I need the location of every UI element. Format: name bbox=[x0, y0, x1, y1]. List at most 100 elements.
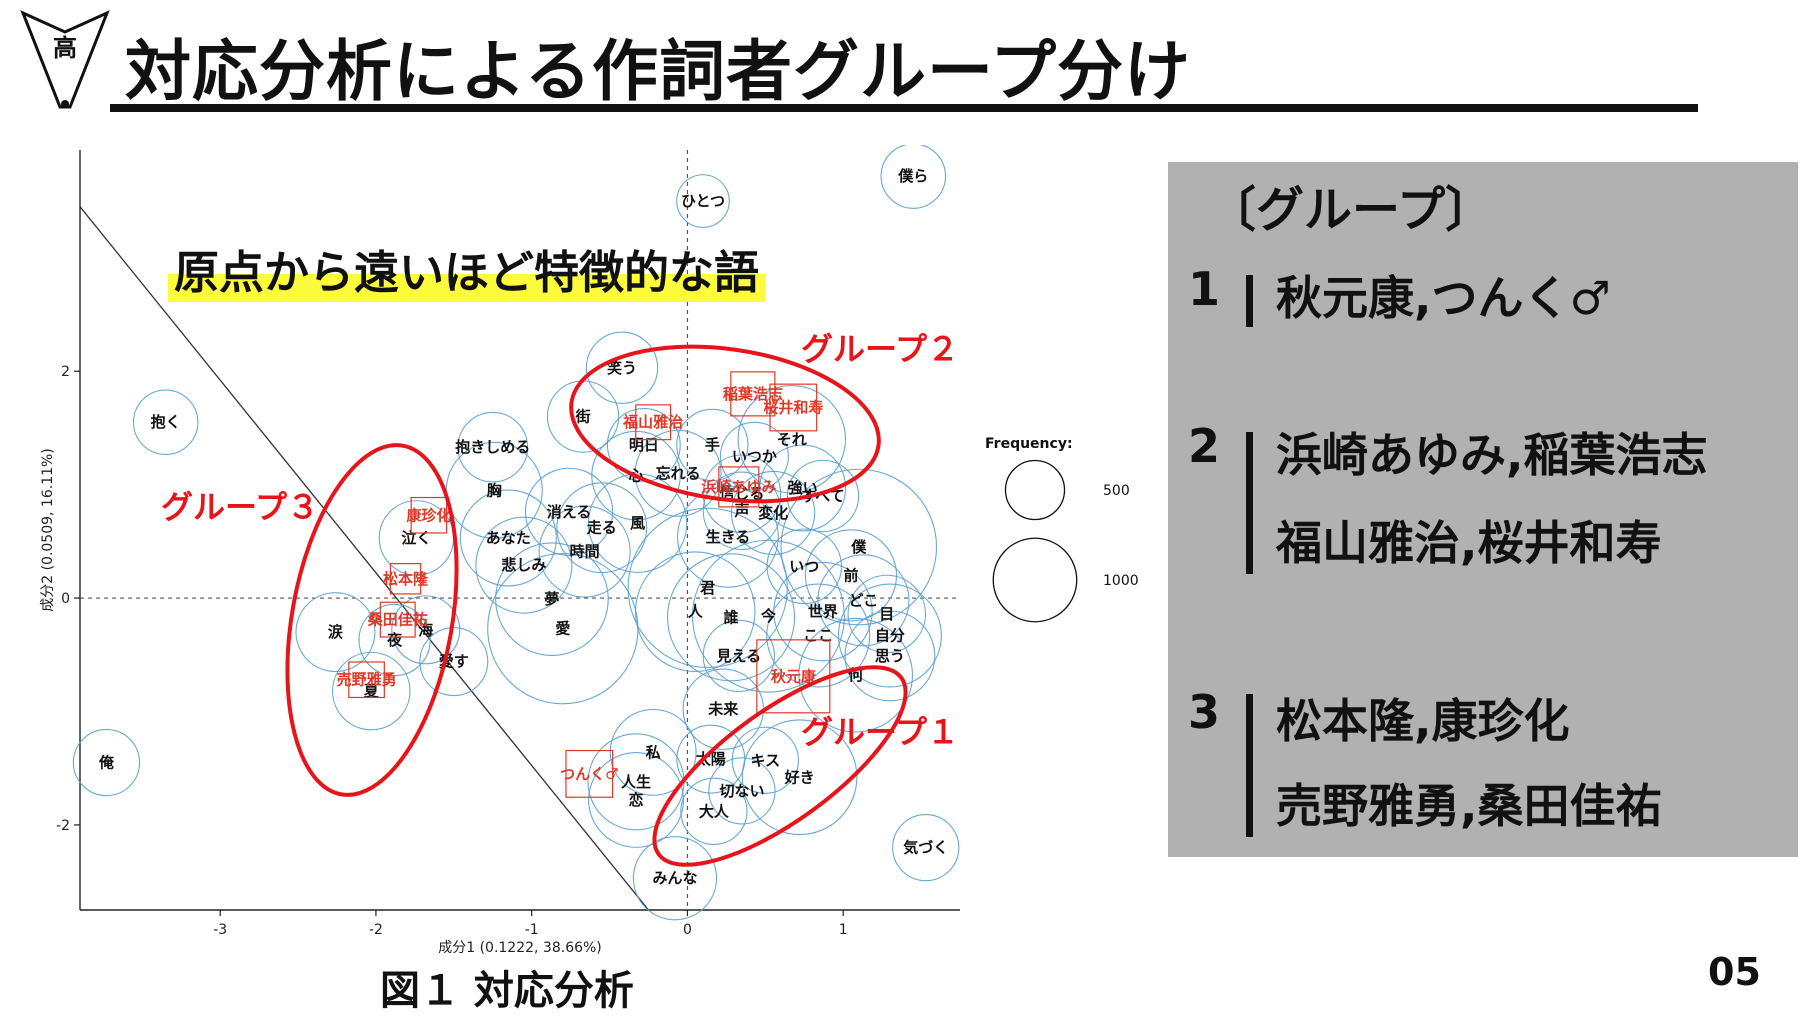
word-bubble bbox=[587, 473, 688, 573]
figure-caption: 図１ 対応分析 bbox=[380, 968, 634, 1014]
word-label: 私 bbox=[645, 743, 661, 761]
word-label: 君 bbox=[700, 579, 715, 597]
artist-label: つんく♂ bbox=[560, 765, 618, 783]
y-tick-label: 0 bbox=[61, 591, 70, 607]
group-2-line-1: 浜崎あゆみ,稲葉浩志 bbox=[1276, 428, 1708, 482]
word-label: すべて bbox=[801, 487, 844, 505]
word-label: 俺 bbox=[98, 754, 115, 772]
word-bubble bbox=[358, 603, 431, 677]
group-1-bar bbox=[1246, 275, 1253, 327]
x-tick-label: -2 bbox=[369, 922, 383, 938]
word-bubble bbox=[680, 777, 748, 845]
group-label: グループ３ bbox=[161, 488, 319, 526]
artist-label: 康珍化 bbox=[406, 506, 451, 524]
word-label: 人生 bbox=[621, 773, 651, 791]
group-label: グループ１ bbox=[801, 713, 959, 751]
artist-label: 売野雅勇 bbox=[337, 671, 397, 689]
word-bubble bbox=[487, 553, 639, 705]
word-bubble bbox=[538, 505, 631, 598]
word-label: 前 bbox=[843, 566, 858, 584]
word-label: 人 bbox=[688, 603, 704, 621]
word-bubble bbox=[773, 561, 873, 662]
callout-text: 原点から遠いほど特徴的な語 bbox=[168, 244, 766, 302]
title-underline bbox=[110, 104, 1698, 112]
word-bubble bbox=[844, 610, 936, 702]
word-bubble bbox=[731, 726, 799, 794]
artist-label: 秋元康 bbox=[771, 667, 817, 685]
panel-title: 〔グループ〕 bbox=[1208, 182, 1494, 238]
slide-title: 対応分析による作詞者グループ分け bbox=[125, 33, 1192, 110]
word-label: どこ bbox=[849, 591, 879, 609]
word-bubble bbox=[634, 551, 756, 672]
word-bubble bbox=[295, 592, 376, 673]
word-label: あなた bbox=[486, 529, 531, 547]
word-label: それ bbox=[777, 430, 807, 448]
word-label: 太陽 bbox=[696, 750, 726, 768]
word-label: 変化 bbox=[758, 504, 788, 522]
artist-label: 桑田佳祐 bbox=[368, 611, 428, 629]
word-bubble bbox=[132, 389, 199, 455]
word-label: 明日 bbox=[629, 436, 659, 454]
word-bubble bbox=[475, 516, 573, 614]
word-label: 抱く bbox=[151, 413, 181, 431]
word-bubble bbox=[817, 554, 910, 647]
word-bubble bbox=[741, 719, 858, 836]
correspondence-analysis-chart: -3 -2 -1 0 1 -2 0 2 成分1 (0.1222, 38.66%) 成分2 (0.0… bbox=[40, 145, 1139, 955]
word-label: いつか bbox=[732, 447, 777, 465]
artist-label: 福山雅治 bbox=[622, 413, 683, 431]
word-label: 僕ら bbox=[897, 167, 928, 185]
word-bubble bbox=[677, 485, 779, 588]
word-bubble bbox=[702, 471, 782, 550]
word-label: 強い bbox=[788, 479, 818, 497]
word-label: キス bbox=[751, 751, 781, 769]
word-label: 笑う bbox=[607, 359, 637, 377]
word-bubble bbox=[702, 454, 782, 533]
word-bubble bbox=[632, 836, 718, 921]
y-tick-label: -2 bbox=[56, 818, 70, 834]
word-label: 胸 bbox=[487, 481, 502, 499]
word-bubble bbox=[780, 468, 938, 626]
artist-label: 桜井和寿 bbox=[763, 398, 823, 416]
word-bubble bbox=[609, 708, 697, 796]
group-ellipse bbox=[285, 443, 459, 797]
word-label: 切ない bbox=[719, 782, 764, 800]
word-label: 未来 bbox=[707, 700, 739, 718]
word-bubble bbox=[708, 757, 776, 825]
word-label: 海 bbox=[418, 621, 433, 639]
word-bubble bbox=[847, 574, 927, 654]
page-number: 05 bbox=[1708, 950, 1761, 994]
x-tick-label: 0 bbox=[683, 922, 692, 938]
size-legend-title: Frequency: bbox=[985, 436, 1073, 452]
word-bubble bbox=[459, 489, 557, 587]
group-3-line-1: 松本隆,康珍化 bbox=[1276, 694, 1570, 748]
word-label: 夏 bbox=[363, 682, 380, 700]
word-bubble bbox=[798, 617, 913, 733]
group-3-number: 3 bbox=[1188, 685, 1221, 739]
word-bubble bbox=[892, 813, 960, 882]
y-tick-label: 2 bbox=[61, 364, 70, 380]
word-label: 大人 bbox=[699, 802, 730, 820]
word-label: 声 bbox=[733, 502, 749, 520]
size-legend-circle bbox=[1004, 459, 1066, 521]
group-2-line-2: 福山雅治,桜井和寿 bbox=[1276, 516, 1662, 570]
word-bubble bbox=[457, 411, 529, 483]
group-3-line-2: 売野雅勇,桑田佳祐 bbox=[1276, 779, 1662, 833]
word-label: 街 bbox=[575, 408, 591, 426]
word-bubble bbox=[666, 553, 796, 682]
word-label: ここ bbox=[803, 626, 833, 644]
word-label: 泣く bbox=[401, 529, 431, 547]
word-bubble bbox=[759, 444, 847, 532]
word-label: いつ bbox=[789, 557, 819, 575]
diagonal-line bbox=[79, 206, 650, 911]
word-bubble bbox=[676, 408, 749, 482]
word-label: 風 bbox=[630, 514, 645, 532]
word-bubble bbox=[786, 459, 860, 533]
word-label: 時間 bbox=[570, 543, 600, 561]
word-label: みんな bbox=[652, 869, 697, 887]
word-bubble bbox=[332, 651, 411, 731]
group-1-line-1: 秋元康,つんく♂ bbox=[1276, 271, 1611, 325]
word-bubble bbox=[880, 145, 947, 209]
word-label: 夜 bbox=[386, 631, 403, 649]
group-2-number: 2 bbox=[1188, 419, 1221, 473]
group-2-bar bbox=[1246, 432, 1253, 574]
